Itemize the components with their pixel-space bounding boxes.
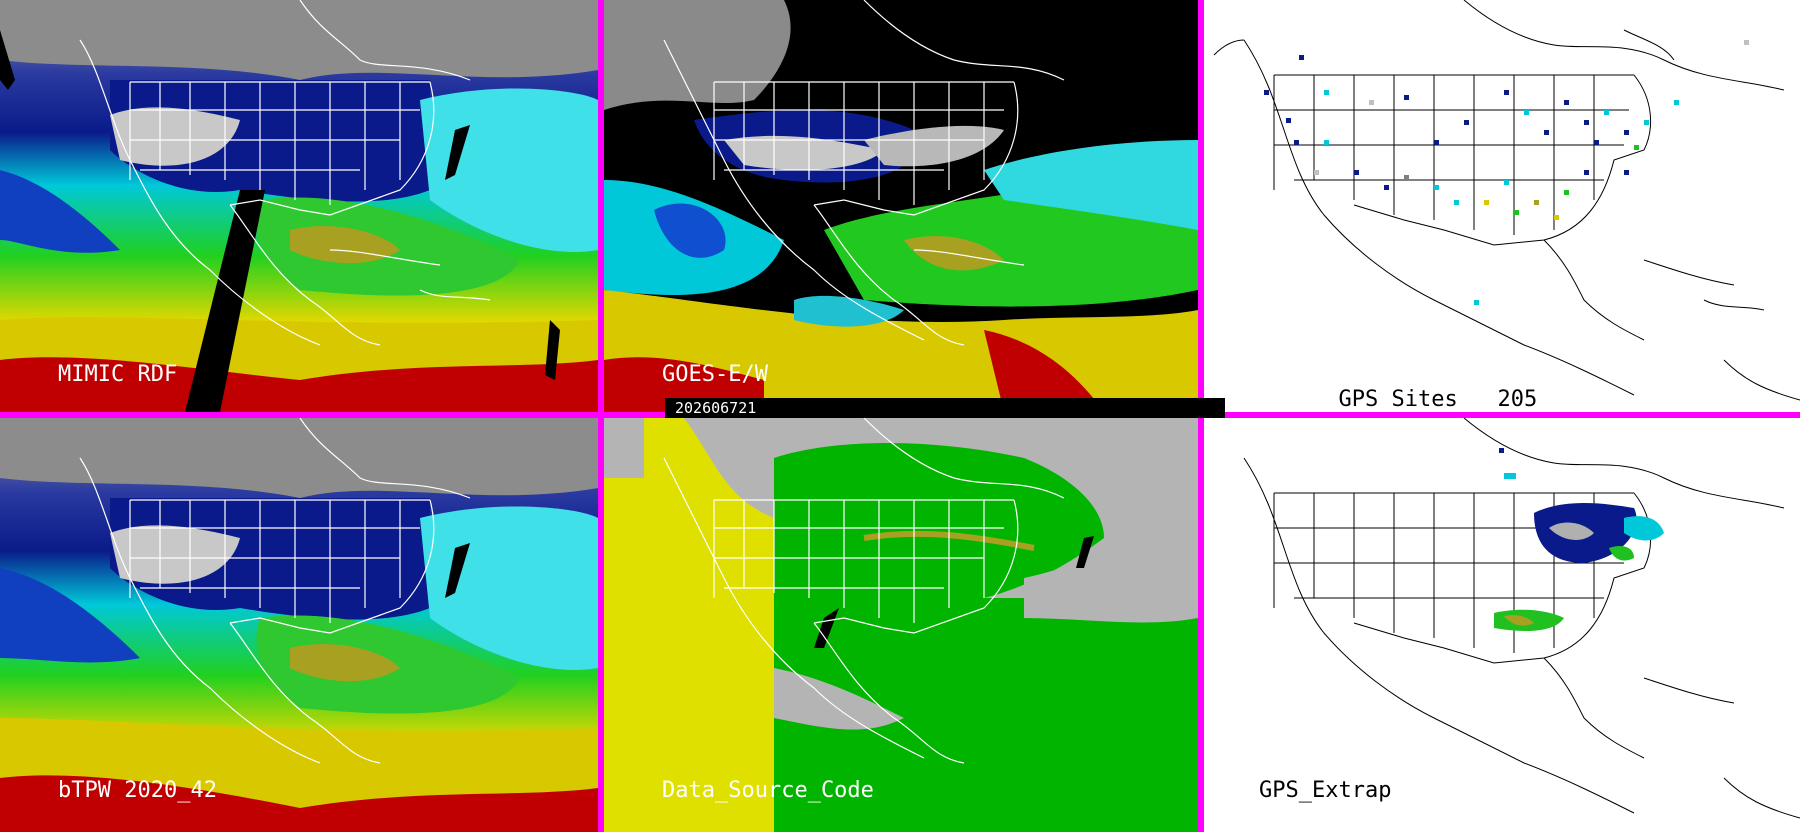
btpw-panel: bTPW 2020_42 xyxy=(0,418,598,832)
gps-site-markers xyxy=(1264,40,1749,305)
gps-sites-label: GPS Sites 205 xyxy=(1259,362,1537,412)
map-boundaries xyxy=(663,0,1065,346)
goes-map xyxy=(604,0,1198,412)
gps-sites-panel: GPS Sites 205 xyxy=(1204,0,1800,412)
gps-sites-count: 205 xyxy=(1497,387,1538,412)
map-boundaries xyxy=(79,0,491,346)
gps-sites-title: GPS Sites xyxy=(1338,387,1458,412)
gps-sites-map xyxy=(1213,0,1800,401)
btpw-map xyxy=(0,418,598,832)
goes-panel: GOES-E/W xyxy=(604,0,1198,412)
gps-extrap-marker xyxy=(1504,473,1516,479)
gps-extrap-label: GPS_Extrap xyxy=(1259,778,1392,803)
gps-extrap-marker xyxy=(1499,448,1504,453)
goes-label: GOES-E/W xyxy=(662,362,768,387)
data-source-map xyxy=(604,418,1198,832)
map-boundaries xyxy=(1213,0,1800,401)
gps-extrap-panel: GPS_Extrap xyxy=(1204,418,1800,832)
mimic-rdf-panel: MIMIC RDF xyxy=(0,0,598,412)
map-boundaries xyxy=(79,418,471,764)
map-boundaries xyxy=(663,418,1065,764)
timestamp-bar: 202606721 xyxy=(665,398,1225,418)
gps-extrap-map xyxy=(1243,418,1800,819)
map-boundaries xyxy=(1243,418,1800,819)
mimic-rdf-label: MIMIC RDF xyxy=(58,362,178,387)
btpw-label: bTPW 2020_42 xyxy=(58,778,217,803)
mimic-rdf-map xyxy=(0,0,598,412)
data-source-label: Data_Source_Code xyxy=(662,778,874,803)
data-source-panel: Data_Source_Code xyxy=(604,418,1198,832)
